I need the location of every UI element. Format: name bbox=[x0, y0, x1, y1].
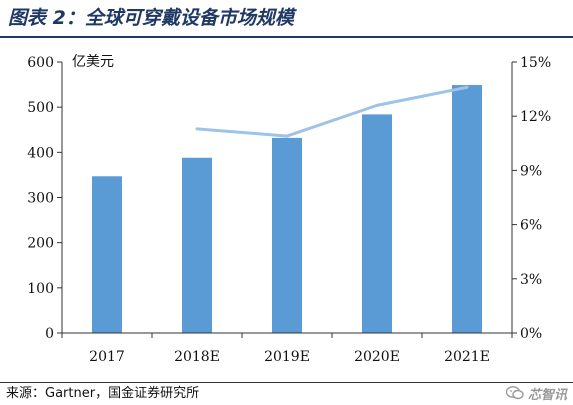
right-tick-label: 0% bbox=[520, 326, 542, 342]
right-tick-label: 15% bbox=[520, 55, 551, 71]
left-tick-label: 0 bbox=[45, 326, 54, 342]
left-tick-labels: 0 100 200 300 400 500 600 bbox=[27, 55, 62, 342]
bar bbox=[272, 137, 302, 333]
wechat-icon bbox=[505, 386, 524, 400]
source-divider bbox=[0, 382, 573, 383]
growth-point bbox=[195, 127, 199, 131]
right-tick-labels: 0% 3% 6% 9% 12% 15% bbox=[512, 55, 551, 342]
source-note: 来源：Gartner，国金证券研究所 bbox=[6, 386, 200, 401]
right-tick-label: 3% bbox=[520, 272, 542, 288]
bar bbox=[452, 85, 482, 333]
growth-point bbox=[285, 134, 289, 138]
left-tick-label: 100 bbox=[27, 281, 54, 297]
left-tick-label: 600 bbox=[27, 55, 54, 71]
left-tick-label: 200 bbox=[27, 236, 54, 252]
right-tick-label: 12% bbox=[520, 109, 551, 125]
right-tick-label: 6% bbox=[520, 218, 542, 234]
watermark: 芯智讯 bbox=[505, 383, 567, 403]
bar bbox=[92, 176, 122, 333]
growth-line-layer bbox=[195, 85, 469, 138]
bar bbox=[182, 157, 212, 333]
watermark-text: 芯智讯 bbox=[527, 387, 567, 403]
category-label: 2021E bbox=[444, 349, 490, 365]
left-tick-label: 400 bbox=[27, 145, 54, 161]
category-label: 2017 bbox=[89, 349, 125, 365]
category-labels: 2017 2018E 2019E 2020E 2021E bbox=[61, 333, 513, 365]
bars-layer bbox=[92, 85, 482, 333]
right-tick-label: 9% bbox=[520, 163, 542, 179]
growth-line bbox=[196, 85, 468, 138]
left-tick-label: 300 bbox=[27, 191, 54, 207]
title-divider bbox=[0, 36, 573, 38]
category-label: 2020E bbox=[354, 349, 400, 365]
growth-point bbox=[375, 103, 379, 107]
y-unit-label: 亿美元 bbox=[72, 54, 114, 70]
chart-title: 图表 2：全球可穿戴设备市场规模 bbox=[8, 7, 294, 29]
category-label: 2019E bbox=[264, 349, 310, 365]
category-label: 2018E bbox=[174, 349, 220, 365]
growth-point bbox=[465, 85, 469, 89]
bar bbox=[362, 114, 392, 333]
left-tick-label: 500 bbox=[27, 100, 54, 116]
